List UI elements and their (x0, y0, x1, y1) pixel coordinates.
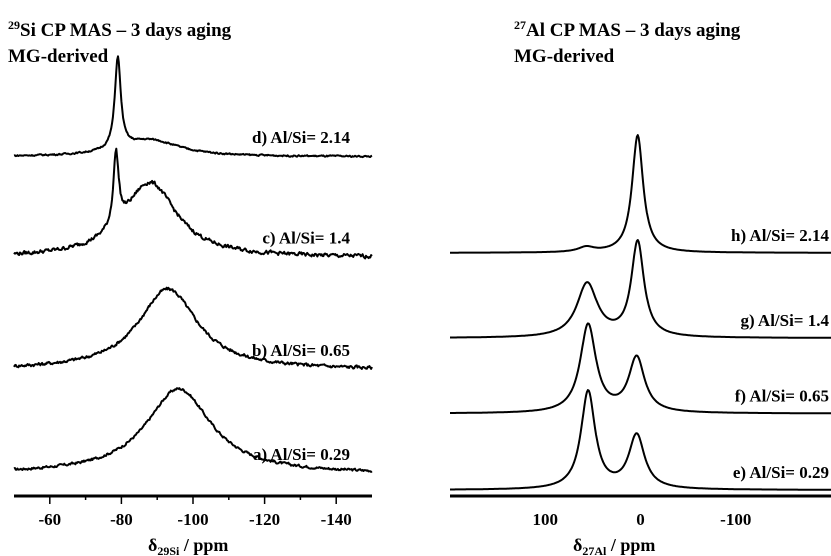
si-x-axis-label: δ29Si / ppm (148, 535, 228, 556)
al-x-ticks: 100 0 -100 (533, 510, 752, 529)
si-title-line1: 29Si CP MAS – 3 days aging (8, 18, 232, 41)
si-x-ticks: -60 -80 -100 -120 -140 (38, 496, 352, 529)
si-title-sup: 29 (8, 18, 20, 32)
al-xlabel-unit: / ppm (606, 535, 655, 555)
si-title-line2: MG-derived (8, 46, 109, 67)
al-spectrum-3 (449, 239, 831, 339)
al-series-labels: e) Al/Si= 0.29 f) Al/Si= 0.65 g) Al/Si= 1.… (731, 226, 830, 482)
si-spectrum-2 (13, 286, 373, 370)
si-series-label-1: a) Al/Si= 0.29 (253, 445, 350, 464)
al-panel: 27Al CP MAS – 3 days aging MG-derived e)… (449, 18, 831, 556)
al-spectrum-2 (449, 322, 831, 415)
si-series-labels: a) Al/Si= 0.29 b) Al/Si= 0.65 c) Al/Si= 1.… (252, 128, 351, 464)
si-tick-label-2: -80 (110, 510, 133, 529)
al-series-label-1: e) Al/Si= 0.29 (733, 463, 829, 482)
si-tick-label-5: -140 (321, 510, 352, 529)
al-series-label-4: h) Al/Si= 2.14 (731, 226, 830, 245)
al-title-sup: 27 (514, 18, 526, 32)
si-title-main: Si CP MAS – 3 days aging (20, 20, 232, 41)
al-xlabel-main: δ (573, 535, 582, 555)
si-xlabel-unit: / ppm (179, 535, 228, 555)
al-series-label-3: g) Al/Si= 1.4 (740, 311, 829, 330)
al-tick-label-2: 0 (636, 510, 645, 529)
si-xlabel-main: δ (148, 535, 157, 555)
si-spectrum-4 (13, 55, 373, 159)
si-xlabel-sub: 29Si (157, 544, 180, 556)
al-title-main: Al CP MAS – 3 days aging (526, 20, 741, 41)
si-tick-label-3: -100 (177, 510, 208, 529)
al-tick-label-3: -100 (720, 510, 751, 529)
si-spectrum-3 (13, 147, 373, 260)
si-spectra (13, 55, 373, 473)
al-title-line2: MG-derived (514, 46, 615, 67)
si-spectrum-1 (13, 387, 373, 473)
si-tick-label-4: -120 (249, 510, 280, 529)
al-spectrum-1 (449, 389, 831, 491)
al-spectrum-4 (449, 134, 831, 254)
al-spectra (449, 134, 831, 491)
al-tick-label-1: 100 (533, 510, 559, 529)
al-x-axis-label: δ27Al / ppm (573, 535, 655, 556)
al-series-label-2: f) Al/Si= 0.65 (735, 387, 829, 406)
si-series-label-2: b) Al/Si= 0.65 (252, 341, 350, 360)
si-series-label-3: c) Al/Si= 1.4 (262, 229, 350, 248)
al-xlabel-sub: 27Al (582, 544, 607, 556)
si-series-label-4: d) Al/Si= 2.14 (252, 128, 351, 147)
al-title-line1: 27Al CP MAS – 3 days aging (514, 18, 741, 41)
si-tick-label-1: -60 (38, 510, 61, 529)
si-panel: 29Si CP MAS – 3 days aging MG-derived a)… (8, 18, 373, 556)
